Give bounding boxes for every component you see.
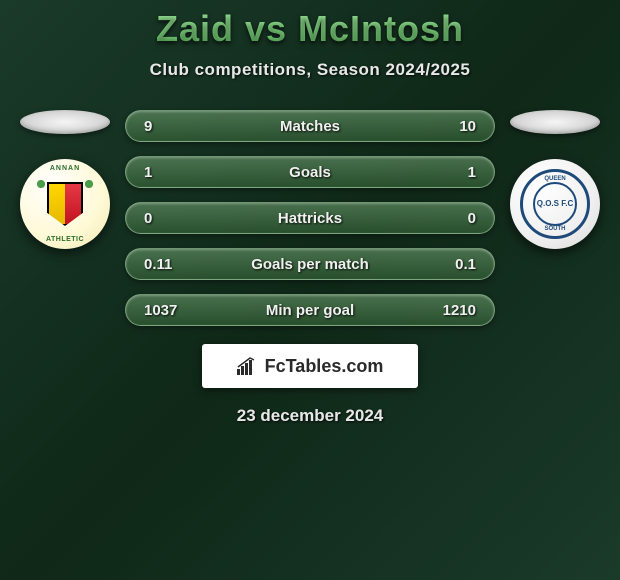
stat-left-value: 1037 <box>144 302 194 319</box>
player-ellipse-left <box>20 110 110 134</box>
stat-label: Goals <box>194 164 426 181</box>
page-title: Zaid vs McIntosh <box>156 8 464 50</box>
stat-row-min-per-goal: 1037 Min per goal 1210 <box>125 294 495 326</box>
date-text: 23 december 2024 <box>237 406 384 426</box>
stat-left-value: 1 <box>144 164 194 181</box>
stat-right-value: 0 <box>426 210 476 227</box>
player-ellipse-right <box>510 110 600 134</box>
stat-label: Min per goal <box>194 302 426 319</box>
stats-card: Zaid vs McIntosh Club competitions, Seas… <box>0 0 620 426</box>
ring-bottom-text: SOUTH <box>545 226 566 232</box>
left-column: ANNAN ATHLETIC <box>15 110 115 249</box>
stat-row-goals-per-match: 0.11 Goals per match 0.1 <box>125 248 495 280</box>
badge-bottom-text: ATHLETIC <box>46 236 84 243</box>
main-row: ANNAN ATHLETIC 9 Matches 10 1 Goals 1 0 … <box>0 110 620 326</box>
stat-left-value: 9 <box>144 118 194 135</box>
annan-athletic-badge: ANNAN ATHLETIC <box>20 159 110 249</box>
right-column: QUEEN Q.O.S F.C SOUTH <box>505 110 605 249</box>
stat-right-value: 10 <box>426 118 476 135</box>
queen-of-the-south-badge: QUEEN Q.O.S F.C SOUTH <box>510 159 600 249</box>
stats-list: 9 Matches 10 1 Goals 1 0 Hattricks 0 0.1… <box>125 110 495 326</box>
ring-icon: QUEEN Q.O.S F.C SOUTH <box>520 169 590 239</box>
thistle-icon <box>82 177 96 191</box>
bar-chart-icon <box>237 357 259 375</box>
stat-left-value: 0.11 <box>144 256 194 273</box>
stat-right-value: 1210 <box>426 302 476 319</box>
thistle-icon <box>34 177 48 191</box>
stat-right-value: 0.1 <box>426 256 476 273</box>
brand-box[interactable]: FcTables.com <box>202 344 418 388</box>
stat-left-value: 0 <box>144 210 194 227</box>
stat-right-value: 1 <box>426 164 476 181</box>
badge-top-text: ANNAN <box>50 165 80 172</box>
stat-label: Hattricks <box>194 210 426 227</box>
stat-row-hattricks: 0 Hattricks 0 <box>125 202 495 234</box>
subtitle: Club competitions, Season 2024/2025 <box>150 60 471 80</box>
ring-inner-text: Q.O.S F.C <box>533 182 577 226</box>
brand-name: FcTables.com <box>265 356 384 377</box>
stat-label: Goals per match <box>194 256 426 273</box>
shield-icon <box>47 182 83 226</box>
stat-label: Matches <box>194 118 426 135</box>
stat-row-goals: 1 Goals 1 <box>125 156 495 188</box>
ring-top-text: QUEEN <box>544 176 565 182</box>
stat-row-matches: 9 Matches 10 <box>125 110 495 142</box>
